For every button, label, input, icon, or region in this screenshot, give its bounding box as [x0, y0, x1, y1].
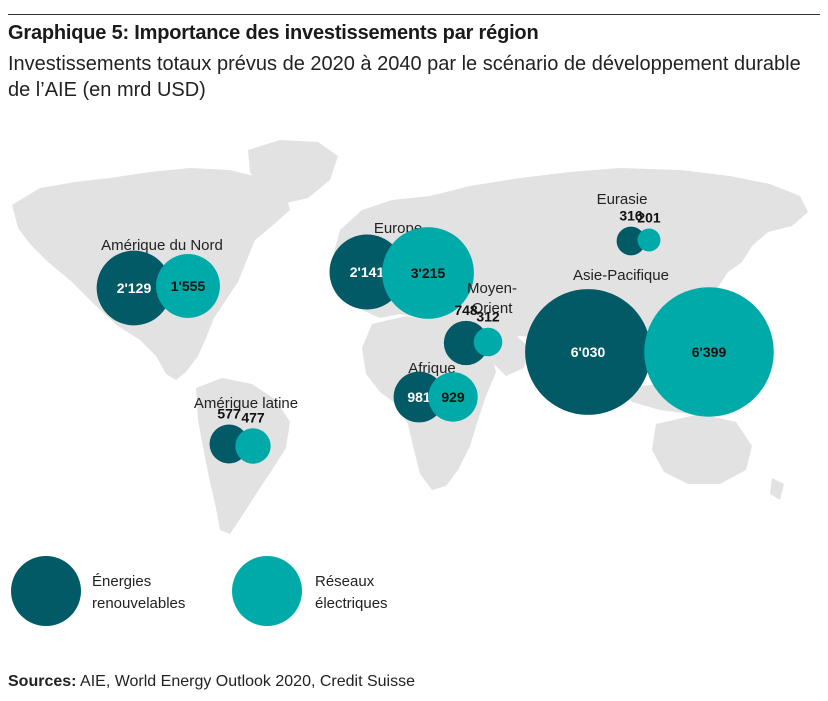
value-label-renewables-asie-pacifique: 6'030 — [571, 344, 606, 360]
value-label-renewables-eurasie: 316 — [619, 208, 643, 224]
legend: Énergies renouvelables Réseaux électriques — [11, 556, 388, 626]
bubble-grids-europe — [382, 227, 474, 319]
bubble-layer: Amérique du Nord 2'129 1'555 Amérique latin… — [96, 191, 774, 464]
legend-label-energies-renouvelables: Énergies renouvelables — [92, 573, 185, 612]
chart-subtitle: Investissements totaux prévus de 2020 à … — [8, 53, 801, 101]
region-label-moyen-orient: Moyen-Orient — [467, 280, 517, 317]
bubble-grids-amerique-latine — [235, 428, 271, 464]
bubble-renewables-asie-pacifique — [525, 289, 651, 415]
source-note: Sources: AIE, World Energy Outlook 2020,… — [8, 673, 415, 691]
source-label: Sources: — [8, 673, 77, 690]
value-label-grids-asie-pacifique: 6'399 — [692, 344, 727, 360]
value-label-grids-eurasie: 201 — [637, 210, 661, 226]
bubble-renewables-amerique-du-nord — [96, 250, 172, 326]
legend-swatch-energies-renouvelables — [11, 556, 81, 626]
value-label-grids-amerique-du-nord: 1'555 — [171, 278, 206, 294]
region-label-asie-pacifique: Asie-Pacifique — [573, 267, 669, 284]
legend-label-reseaux-electriques: Réseaux électriques — [315, 573, 388, 612]
source-text: AIE, World Energy Outlook 2020, Credit S… — [76, 673, 416, 690]
value-label-renewables-amerique-du-nord: 2'129 — [117, 280, 152, 296]
landmass-new-zealand — [770, 478, 784, 500]
value-label-renewables-europe: 2'141 — [350, 264, 385, 280]
bubble-renewables-afrique — [393, 371, 445, 423]
bubble-renewables-moyen-orient — [443, 320, 489, 366]
value-label-grids-afrique: 929 — [441, 389, 465, 405]
value-label-renewables-afrique: 981 — [407, 389, 431, 405]
value-label-renewables-moyen-orient: 748 — [454, 302, 478, 318]
region-label-amerique-latine: Amérique latine — [194, 395, 298, 412]
top-rule — [8, 14, 820, 15]
bubble-grids-amerique-du-nord — [156, 254, 220, 318]
legend-swatch-reseaux-electriques — [232, 556, 302, 626]
value-label-grids-amerique-latine: 477 — [241, 409, 265, 425]
region-label-amerique-du-nord: Amérique du Nord — [101, 237, 223, 254]
landmass-greenland — [248, 140, 338, 204]
bubble-renewables-eurasie — [616, 226, 646, 256]
value-label-renewables-amerique-latine: 577 — [217, 406, 241, 422]
landmass-australia — [652, 414, 752, 484]
bubble-grids-asie-pacifique — [644, 287, 774, 417]
bubble-grids-eurasie — [637, 228, 661, 252]
region-label-eurasie: Eurasie — [597, 191, 648, 208]
bubble-grids-afrique — [428, 372, 478, 422]
value-label-grids-moyen-orient: 312 — [476, 309, 500, 325]
bubble-grids-moyen-orient — [473, 327, 503, 357]
chart-title: Graphique 5: Importance des investisseme… — [8, 22, 539, 44]
value-label-grids-europe: 3'215 — [411, 265, 446, 281]
